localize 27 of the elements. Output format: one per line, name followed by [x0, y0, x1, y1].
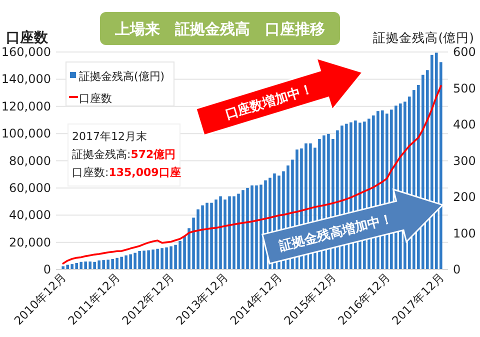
y-tick-label: 40,000 — [9, 208, 51, 222]
y-tick-label: 60,000 — [9, 180, 51, 195]
y2-tick-label: 600 — [453, 45, 476, 59]
y-tick-label: 140,000 — [1, 72, 51, 86]
y2-tick-label: 500 — [453, 81, 476, 96]
y2-tick-label: 400 — [453, 118, 476, 132]
annotation: 口座数:135,009口座 — [72, 166, 181, 179]
y-tick-label: 80,000 — [9, 154, 51, 168]
y-tick-label: 120,000 — [1, 99, 51, 114]
chart-title: 上場来 証拠金残高 口座推移 — [114, 20, 325, 38]
legend-label: 口座数 — [79, 92, 112, 105]
y2-tick-label: 0 — [453, 262, 461, 276]
y2-tick-label: 100 — [453, 226, 476, 240]
annotation: 証拠金残高:572億円 — [72, 148, 176, 161]
y-axis-title: 口座数 — [6, 29, 49, 46]
y-tick-label: 0 — [43, 262, 51, 276]
y-tick-label: 100,000 — [1, 126, 51, 141]
y2-tick-label: 200 — [453, 190, 476, 204]
y2-tick-label: 300 — [453, 154, 476, 168]
annotation: 2017年12月末 — [72, 130, 147, 143]
legend-label: 証拠金残高(億円) — [79, 70, 165, 83]
annotation: 証拠金残高増加中！ — [276, 210, 395, 255]
y2-axis-title: 証拠金残高(億円) — [373, 30, 474, 45]
line-series — [62, 85, 442, 264]
annotation: 口座数増加中！ — [223, 80, 315, 123]
y-tick-label: 160,000 — [1, 45, 51, 59]
y-tick-label: 20,000 — [9, 235, 51, 250]
